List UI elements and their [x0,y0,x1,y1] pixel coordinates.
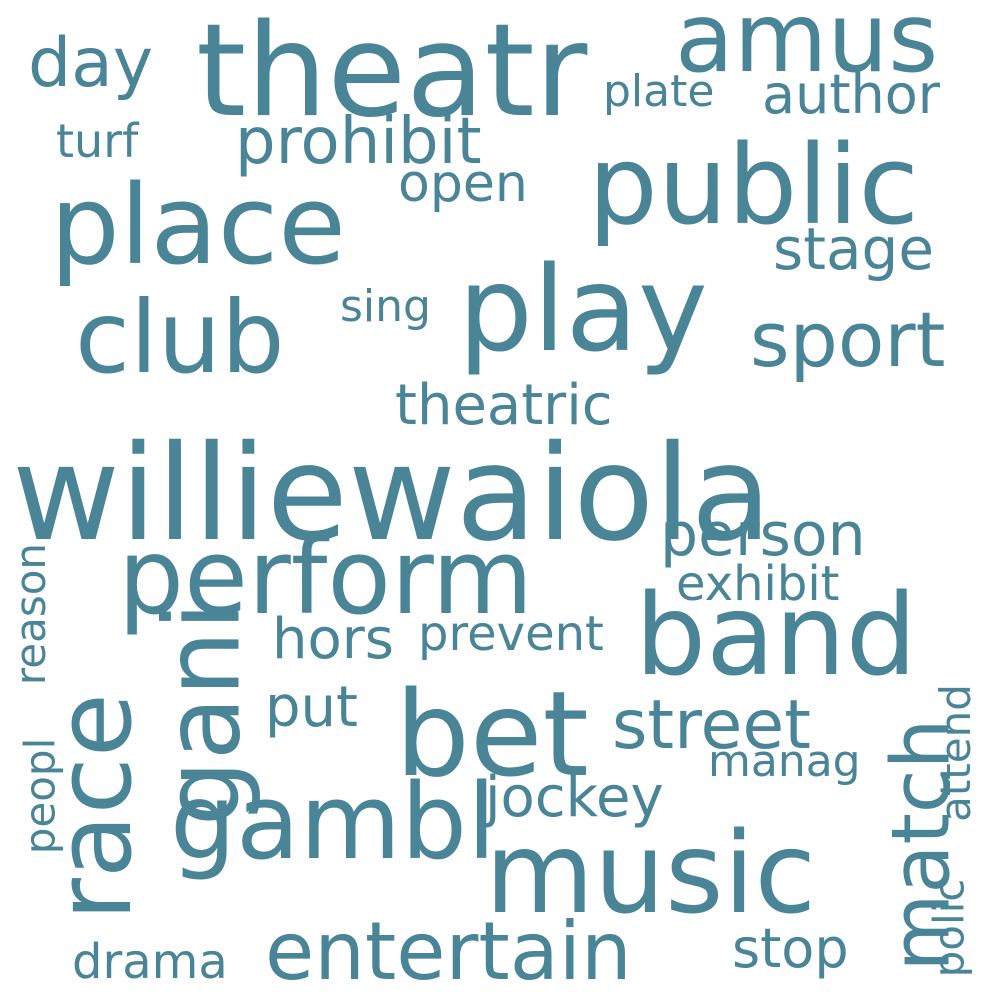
word-perform: perform [118,516,534,638]
word-theatric: theatric [395,373,613,438]
word-stop: stop [732,917,849,980]
word-put: put [265,675,358,740]
word-prevent: prevent [418,606,604,662]
word-theatr: theatr [196,0,588,146]
word-reason: reason [6,542,56,686]
word-street: street [612,686,811,765]
word-prohibit: prohibit [235,105,482,179]
word-author: author [762,63,940,126]
word-amus: amus [675,0,939,94]
word-hors: hors [272,607,394,672]
word-attend: attend [930,684,980,822]
word-exhibit: exhibit [676,556,840,612]
word-day: day [28,24,154,103]
word-manag: manag [708,736,861,787]
word-gambl: gambl [170,761,496,883]
word-public: public [588,121,919,249]
word-bet: bet [395,665,589,803]
word-polic: polic [924,878,974,978]
word-sing: sing [340,281,431,332]
word-turf: turf [56,114,139,168]
word-band: band [635,571,917,701]
word-drama: drama [72,934,228,990]
word-entertain: entertain [265,905,632,998]
word-club: club [75,279,285,396]
word-play: play [458,240,708,378]
word-sport: sport [750,295,946,384]
word-person: person [660,500,866,570]
word-music: music [485,809,817,939]
word-stage: stage [773,215,935,283]
word-peopl: peopl [15,737,65,855]
word-jockey: jockey [485,765,664,830]
word-plate: plate [603,66,715,117]
word-open: open [398,154,528,214]
word-williewaiola: williewaiola [12,417,772,571]
word-place: place [50,161,346,289]
